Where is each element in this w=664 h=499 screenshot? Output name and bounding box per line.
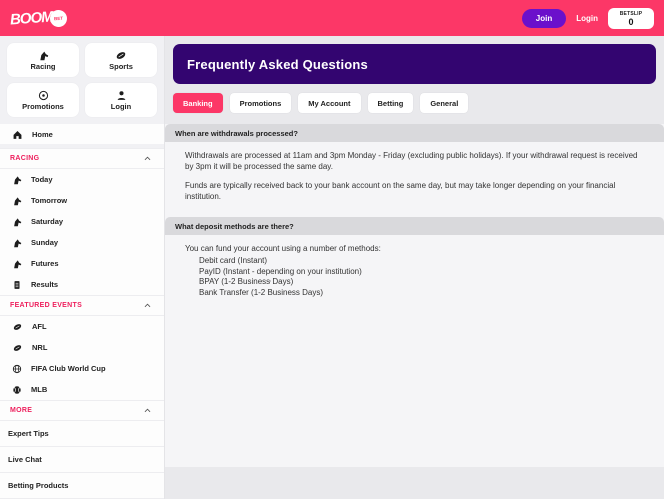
deposit-method: PayID (Instant - depending on your insti… (199, 266, 362, 276)
sidebar-item-label: FIFA Club World Cup (31, 364, 106, 373)
page-title: Frequently Asked Questions (187, 56, 368, 72)
sidebar-item-betting-products[interactable]: Betting Products (0, 473, 164, 499)
faq-answer: You can fund your account using a number… (165, 235, 664, 308)
rugby-ball-icon (12, 322, 23, 332)
join-button[interactable]: Join (521, 8, 567, 28)
sidebar-section-featured-events[interactable]: FEATURED EVENTS (0, 295, 164, 316)
tab-promotions[interactable]: Promotions (229, 93, 292, 113)
football-icon (115, 50, 127, 61)
login-link[interactable]: Login (576, 13, 598, 23)
faq-item-deposit-methods: What deposit methods are there? You can … (165, 217, 664, 308)
sidebar-section-racing[interactable]: RACING (0, 148, 164, 169)
sidebar-item-label: Live Chat (8, 455, 42, 464)
section-label: RACING (10, 155, 40, 162)
sidebar-item-saturday[interactable]: Saturday (0, 211, 164, 232)
faq-question-bar[interactable]: What deposit methods are there? (165, 217, 664, 235)
tile-racing[interactable]: Racing (7, 43, 79, 77)
sidebar-item-label: Home (32, 129, 53, 139)
person-icon (116, 90, 127, 101)
sidebar-item-nrl[interactable]: NRL (0, 337, 164, 358)
chevron-up-icon (143, 301, 152, 310)
horse-icon (12, 238, 22, 248)
tab-general[interactable]: General (420, 93, 469, 113)
tile-label: Racing (30, 61, 56, 71)
deposit-method: Bank Transfer (1-2 Business Days) (199, 287, 324, 297)
logo-bet-circle: BET (49, 8, 68, 28)
sidebar-item-expert-tips[interactable]: Expert Tips (0, 421, 164, 447)
sidebar-item-afl[interactable]: AFL (0, 316, 164, 337)
promotions-badge-icon (38, 90, 49, 101)
sidebar-item-label: MLB (31, 385, 48, 394)
boombet-logo[interactable]: BOOM BET (9, 8, 68, 28)
rugby-ball-icon (12, 343, 23, 353)
sidebar-item-label: Betting Products (8, 481, 69, 490)
sidebar-item-label: Results (31, 280, 59, 289)
sidebar-item-mlb[interactable]: MLB (0, 379, 164, 400)
sidebar-section-more[interactable]: MORE (0, 400, 164, 421)
horse-icon (12, 196, 22, 206)
betslip-label: BETSLIP (619, 10, 643, 17)
section-label: FEATURED EVENTS (10, 302, 83, 309)
faq-category-tabs: Banking Promotions My Account Betting Ge… (173, 93, 656, 113)
chevron-up-icon (143, 154, 152, 163)
sidebar-item-label: Sunday (31, 238, 59, 247)
sidebar-item-tomorrow[interactable]: Tomorrow (0, 190, 164, 211)
faq-question: When are withdrawals processed? (175, 128, 298, 138)
main-content: Frequently Asked Questions Banking Promo… (165, 36, 664, 499)
faq-answer-paragraph: Withdrawals are processed at 11am and 3p… (185, 151, 638, 171)
horse-icon (12, 175, 22, 185)
tab-betting[interactable]: Betting (367, 93, 414, 113)
tile-sports[interactable]: Sports (85, 43, 157, 77)
betslip-count: 0 (628, 16, 634, 27)
results-document-icon (12, 280, 22, 290)
tile-promotions[interactable]: Promotions (7, 83, 79, 117)
baseball-icon (12, 385, 22, 395)
faq-question: What deposit methods are there? (175, 221, 294, 231)
tile-login[interactable]: Login (85, 83, 157, 117)
faq-answer: Withdrawals are processed at 11am and 3p… (165, 142, 664, 212)
deposit-method: BPAY (1-2 Business Days) (199, 277, 294, 286)
page-title-banner: Frequently Asked Questions (173, 44, 656, 84)
top-header: BOOM BET Join Login BETSLIP 0 (0, 0, 664, 36)
sidebar: Racing Sports Promotions Login (0, 36, 165, 499)
faq-question-bar[interactable]: When are withdrawals processed? (165, 124, 664, 142)
faq-item-withdrawals: When are withdrawals processed? Withdraw… (165, 124, 664, 212)
sidebar-item-live-chat[interactable]: Live Chat (0, 447, 164, 473)
chevron-up-icon (143, 406, 152, 415)
globe-icon (12, 364, 22, 374)
sidebar-item-sunday[interactable]: Sunday (0, 232, 164, 253)
faq-list: When are withdrawals processed? Withdraw… (165, 124, 664, 467)
horse-icon (38, 50, 49, 61)
sidebar-item-results[interactable]: Results (0, 274, 164, 295)
sidebar-item-futures[interactable]: Futures (0, 253, 164, 274)
betslip-button[interactable]: BETSLIP 0 (608, 7, 654, 29)
sidebar-item-fifa-club-world-cup[interactable]: FIFA Club World Cup (0, 358, 164, 379)
home-icon (12, 129, 23, 140)
tile-label: Login (110, 101, 132, 111)
stray-dot (269, 280, 271, 282)
logo-bet-text: BET (53, 15, 63, 21)
deposit-method: Debit card (Instant) (199, 256, 268, 265)
sidebar-item-label: NRL (32, 343, 48, 352)
section-label: MORE (10, 407, 33, 414)
tab-my-account[interactable]: My Account (298, 93, 361, 113)
sidebar-item-home[interactable]: Home (0, 124, 164, 148)
logo-boom-text: BOOM (9, 8, 54, 28)
horse-icon (12, 217, 22, 227)
deposit-methods-list: Debit card (Instant) PayID (Instant - de… (185, 256, 648, 298)
sidebar-item-label: Today (31, 175, 53, 184)
horse-icon (12, 259, 22, 269)
tile-label: Sports (109, 61, 133, 71)
sidebar-item-label: Saturday (31, 217, 64, 226)
sidebar-item-label: Tomorrow (31, 196, 68, 205)
sidebar-item-label: Expert Tips (8, 429, 49, 438)
tile-label: Promotions (22, 101, 64, 111)
faq-answer-paragraph: Funds are typically received back to you… (185, 181, 616, 201)
sidebar-item-label: Futures (31, 259, 59, 268)
faq-answer-intro: You can fund your account using a number… (185, 244, 381, 253)
sidebar-item-label: AFL (32, 322, 47, 331)
tab-banking[interactable]: Banking (173, 93, 223, 113)
sidebar-item-today[interactable]: Today (0, 169, 164, 190)
